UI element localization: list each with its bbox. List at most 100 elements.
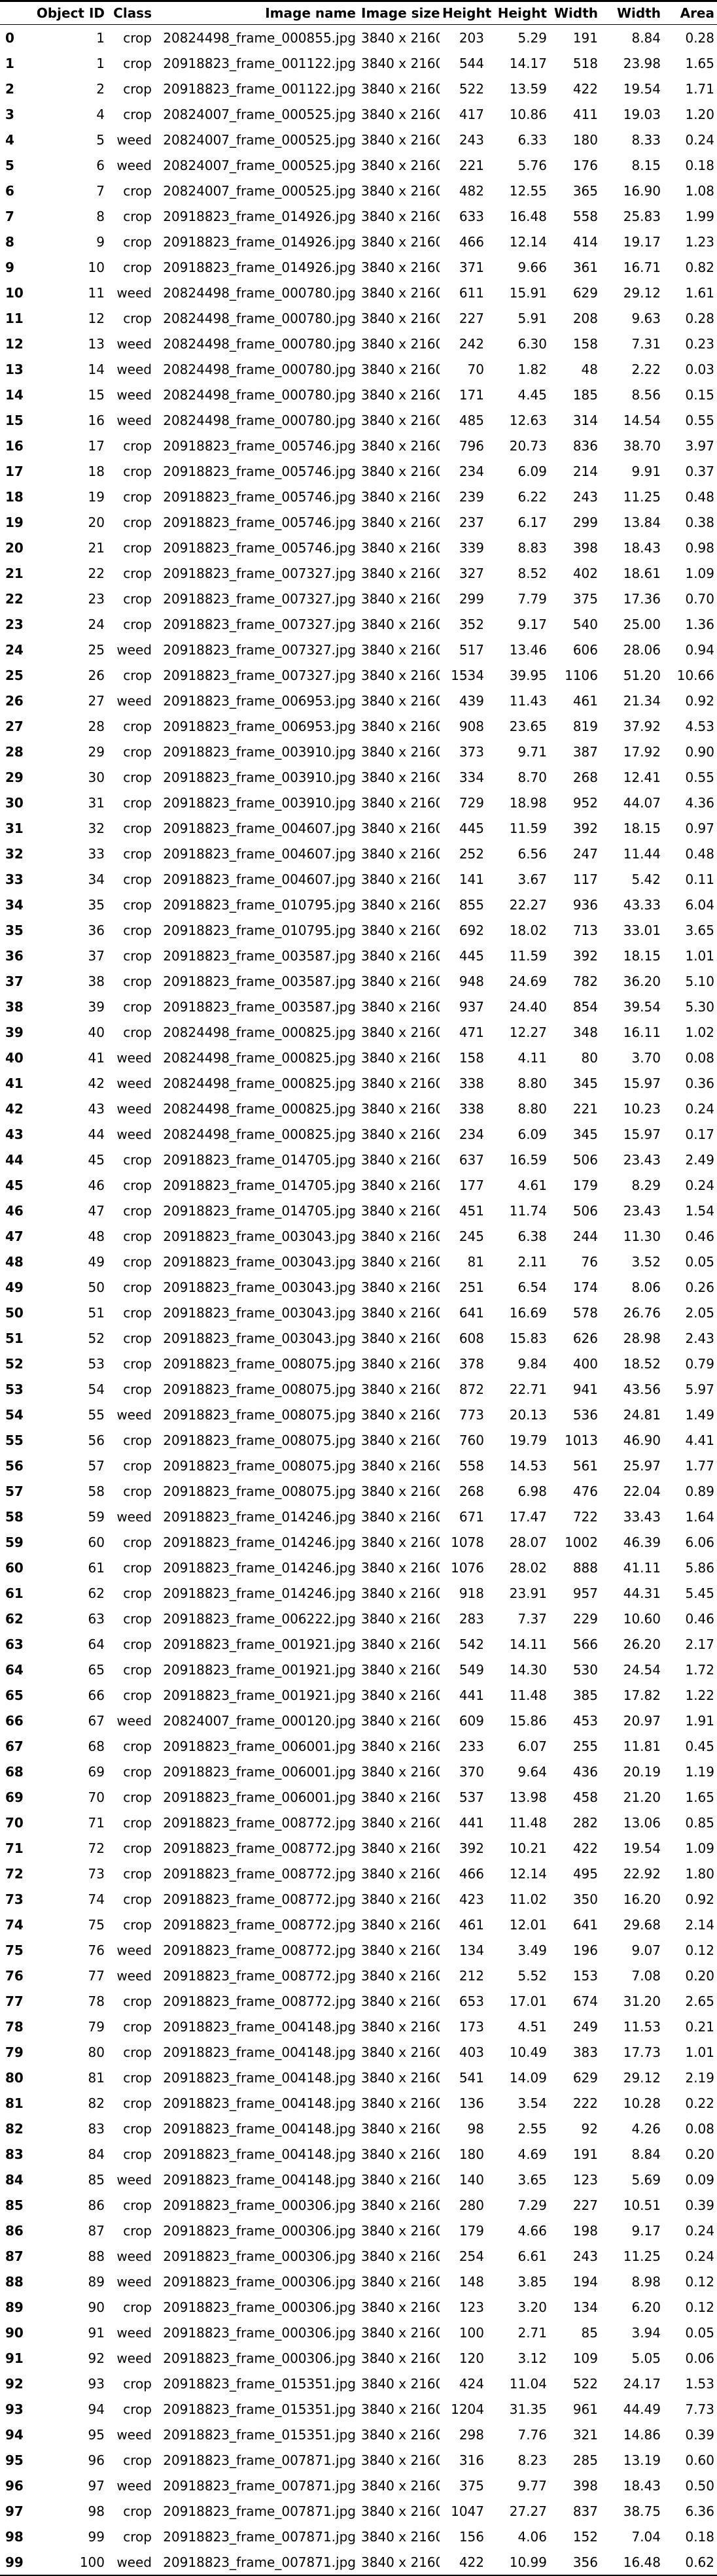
image-name-cell: 20918823_frame_008075.jpg bbox=[163, 1432, 356, 1448]
image-name-cell: 20918823_frame_003587.jpg bbox=[163, 998, 356, 1015]
class-cell: weed bbox=[116, 641, 152, 658]
width-cell: 191 bbox=[572, 29, 598, 46]
height-cell: 653 bbox=[459, 1993, 484, 2009]
object-id-cell: 21 bbox=[88, 539, 105, 556]
object-id-cell: 71 bbox=[88, 1814, 105, 1831]
width-cell: 941 bbox=[572, 1381, 598, 1397]
width-pct-cell: 29.68 bbox=[623, 1916, 661, 1933]
image-size-cell: 3840 x 2160 bbox=[361, 998, 440, 1015]
object-id-cell: 12 bbox=[88, 310, 105, 326]
height-pct-cell: 3.67 bbox=[517, 871, 547, 887]
image-size-cell: 3840 x 2160 bbox=[361, 1483, 440, 1499]
width-cell: 398 bbox=[572, 539, 598, 556]
width-cell: 713 bbox=[572, 922, 598, 938]
image-name-cell: 20824498_frame_000780.jpg bbox=[163, 386, 356, 403]
table-row: 67 68 crop 20918823_frame_006001.jpg 3840 x … bbox=[0, 1733, 717, 1759]
image-size-cell: 3840 x 2160 bbox=[361, 2095, 440, 2111]
image-size-cell: 3840 x 2160 bbox=[361, 2477, 440, 2494]
image-name-cell: 20918823_frame_007871.jpg bbox=[163, 2477, 356, 2494]
table-row: 2 2 crop 20918823_frame_001122.jpg 3840 x 21… bbox=[0, 76, 717, 101]
table-row: 71 72 crop 20918823_frame_008772.jpg 3840 x … bbox=[0, 1835, 717, 1861]
width-cell: 191 bbox=[572, 2146, 598, 2162]
table-row: 58 59 weed 20918823_frame_014246.jpg 3840 x … bbox=[0, 1504, 717, 1529]
height-pct-cell: 11.48 bbox=[509, 1814, 547, 1831]
height-pct-cell: 9.77 bbox=[517, 2477, 547, 2494]
height-cell: 221 bbox=[459, 157, 484, 173]
width-cell: 345 bbox=[572, 1075, 598, 1091]
width-cell: 476 bbox=[572, 1483, 598, 1499]
class-cell: weed bbox=[116, 1049, 152, 1066]
area-cell: 0.15 bbox=[685, 386, 714, 403]
area-cell: 0.39 bbox=[685, 2197, 714, 2213]
height-pct-cell: 14.11 bbox=[509, 1636, 547, 1652]
row-index: 38 bbox=[5, 998, 24, 1015]
height-cell: 937 bbox=[459, 998, 484, 1015]
header-height: Height bbox=[440, 1, 491, 25]
image-size-cell: 3840 x 2160 bbox=[361, 896, 440, 913]
height-pct-cell: 12.55 bbox=[509, 182, 547, 199]
row-index: 37 bbox=[5, 973, 24, 989]
image-size-cell: 3840 x 2160 bbox=[361, 1177, 440, 1193]
row-index: 55 bbox=[5, 1432, 24, 1448]
width-cell: 350 bbox=[572, 1891, 598, 1907]
image-size-cell: 3840 x 2160 bbox=[361, 1763, 440, 1780]
width-cell: 249 bbox=[572, 2018, 598, 2035]
image-name-cell: 20918823_frame_001122.jpg bbox=[163, 80, 356, 97]
height-pct-cell: 27.27 bbox=[509, 2503, 547, 2519]
object-id-cell: 77 bbox=[88, 1967, 105, 1984]
width-pct-cell: 10.51 bbox=[623, 2197, 661, 2213]
class-cell: weed bbox=[107, 2549, 154, 2576]
height-cell: 918 bbox=[459, 1585, 484, 1601]
image-size-cell: 3840 x 2160 bbox=[361, 1381, 440, 1397]
row-index: 44 bbox=[5, 1151, 24, 1168]
image-size-cell: 3840 x 2160 bbox=[361, 1024, 440, 1040]
height-pct-cell: 15.91 bbox=[509, 284, 547, 301]
height-cell: 242 bbox=[459, 335, 484, 352]
object-id-cell: 2 bbox=[96, 80, 105, 97]
height-pct-cell: 11.43 bbox=[509, 692, 547, 709]
row-index: 70 bbox=[5, 1814, 24, 1831]
height-cell: 537 bbox=[459, 1789, 484, 1805]
height-cell: 338 bbox=[459, 1075, 484, 1091]
width-pct-cell: 46.90 bbox=[623, 1432, 661, 1448]
area-cell: 7.73 bbox=[685, 2401, 714, 2417]
row-index: 97 bbox=[5, 2503, 24, 2519]
image-size-cell: 3840 x 2160 bbox=[361, 1406, 440, 1423]
image-name-cell: 20918823_frame_008075.jpg bbox=[163, 1457, 356, 1474]
width-pct-cell: 9.63 bbox=[631, 310, 661, 326]
height-cell: 609 bbox=[459, 1712, 484, 1729]
object-id-cell: 29 bbox=[88, 743, 105, 760]
height-pct-cell: 8.70 bbox=[517, 769, 547, 785]
image-size-cell: 3840 x 2160 bbox=[361, 2503, 440, 2519]
height-pct-cell: 5.76 bbox=[517, 157, 547, 173]
image-name-cell: 20918823_frame_000306.jpg bbox=[163, 2197, 356, 2213]
image-size-cell: 3840 x 2160 bbox=[361, 335, 440, 352]
area-cell: 0.24 bbox=[685, 2248, 714, 2264]
width-cell: 392 bbox=[572, 947, 598, 964]
object-id-cell: 78 bbox=[88, 1993, 105, 2009]
area-cell: 5.97 bbox=[685, 1381, 714, 1397]
width-pct-cell: 46.39 bbox=[623, 1534, 661, 1550]
class-cell: crop bbox=[123, 2044, 152, 2060]
image-name-cell: 20824498_frame_000780.jpg bbox=[163, 284, 356, 301]
width-cell: 837 bbox=[572, 2503, 598, 2519]
image-name-cell: 20918823_frame_007327.jpg bbox=[163, 667, 356, 683]
image-name-cell: 20824007_frame_000525.jpg bbox=[163, 182, 356, 199]
width-cell: 819 bbox=[572, 718, 598, 734]
row-index: 31 bbox=[5, 820, 24, 836]
class-cell: crop bbox=[123, 1253, 152, 1270]
table-row: 63 64 crop 20918823_frame_001921.jpg 3840 x … bbox=[0, 1631, 717, 1657]
row-index: 2 bbox=[5, 80, 14, 97]
area-cell: 0.24 bbox=[685, 1177, 714, 1193]
image-size-cell: 3840 x 2160 bbox=[361, 488, 440, 505]
height-pct-cell: 4.51 bbox=[517, 2018, 547, 2035]
object-id-cell: 64 bbox=[88, 1636, 105, 1652]
width-cell: 345 bbox=[572, 1126, 598, 1142]
image-size-cell: 3840 x 2160 bbox=[361, 692, 440, 709]
class-cell: crop bbox=[123, 1763, 152, 1780]
width-pct-cell: 24.54 bbox=[623, 1661, 661, 1678]
area-cell: 0.24 bbox=[685, 1100, 714, 1117]
area-cell: 1.80 bbox=[685, 1865, 714, 1882]
class-cell: weed bbox=[116, 284, 152, 301]
class-cell: weed bbox=[116, 1967, 152, 1984]
